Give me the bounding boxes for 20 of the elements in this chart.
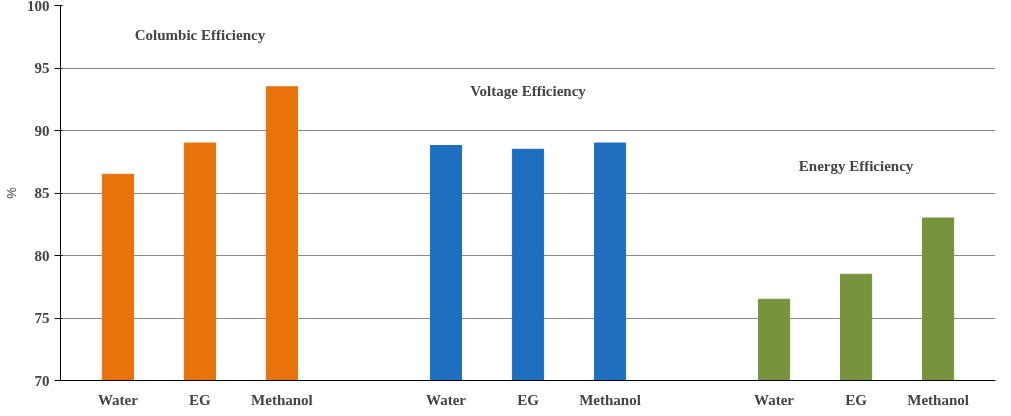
x-tick-label: EG <box>517 391 540 408</box>
text: Voltage Efficiency <box>470 83 587 100</box>
y-tick-label: 100 <box>27 0 50 14</box>
x-tick-label: Water <box>97 391 139 408</box>
x-tick-label: Methanol <box>251 391 313 408</box>
y-tick-label: 90 <box>34 122 50 139</box>
x-tick-label: Methanol <box>579 391 641 408</box>
y-tick-label: 95 <box>34 60 50 76</box>
x-tick-label: Water <box>425 391 467 408</box>
x-tick-label: Water <box>754 391 795 408</box>
y-tick-label: 85 <box>34 185 50 201</box>
x-tick-label: Methanol <box>907 391 969 408</box>
x-tick-label: EG <box>845 391 868 408</box>
y-axis-title: % <box>4 186 19 199</box>
y-tick-label: 80 <box>34 247 50 264</box>
x-tick-label: EG <box>189 391 212 408</box>
y-tick-label: 75 <box>34 310 50 326</box>
text: Energy Efficiency <box>798 158 914 175</box>
y-tick-label: 70 <box>34 372 50 389</box>
text: Columbic Efficiency <box>134 27 266 43</box>
